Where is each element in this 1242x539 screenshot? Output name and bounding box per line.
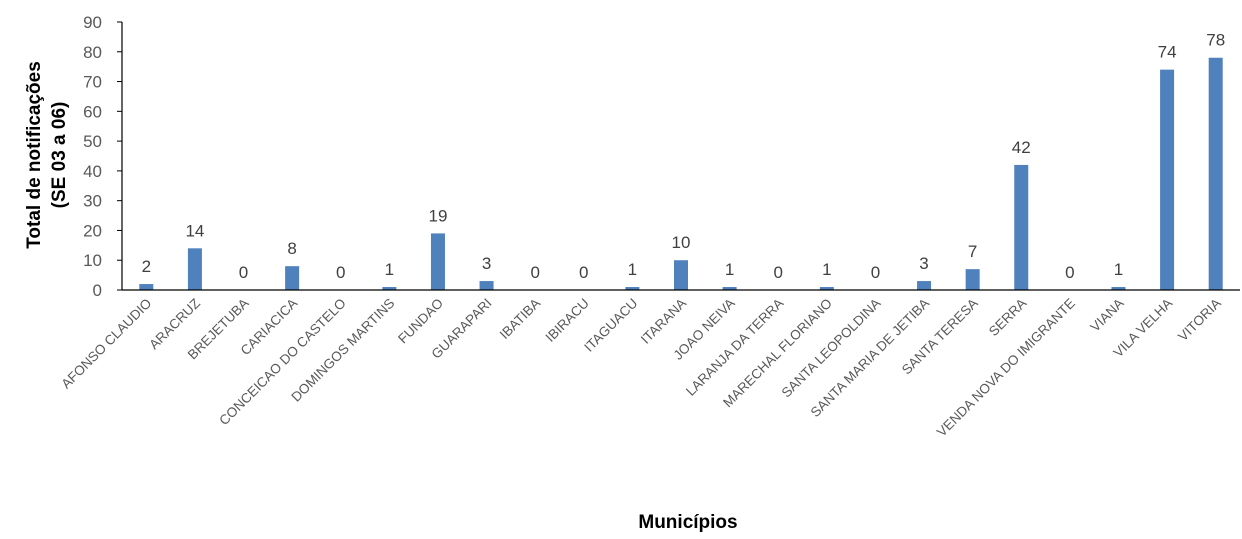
x-axis-title: Municípios	[638, 512, 737, 533]
x-axis: AFONSO CLAUDIOARACRUZBREJETUBACARIACICAC…	[58, 289, 1240, 440]
bar	[722, 287, 737, 290]
bar	[917, 281, 932, 290]
category-label: FUNDAO	[395, 296, 446, 347]
data-label: 0	[239, 263, 248, 282]
category-label: VITORIA	[1175, 296, 1224, 345]
category-label: SERRA	[986, 296, 1029, 339]
bar	[1208, 57, 1223, 290]
bar	[139, 284, 154, 290]
data-label: 1	[725, 260, 734, 279]
y-tick-label: 70	[83, 73, 102, 92]
data-label: 0	[579, 263, 588, 282]
y-tick-label: 30	[83, 192, 102, 211]
y-axis-title-line2: (SE 03 a 06)	[49, 102, 70, 209]
data-label: 1	[1114, 260, 1123, 279]
bar	[819, 287, 834, 290]
bar	[479, 281, 494, 290]
data-label: 19	[428, 206, 447, 225]
data-label: 2	[142, 257, 151, 276]
y-tick-label: 80	[83, 43, 102, 62]
data-label: 74	[1158, 43, 1177, 62]
category-label: AFONSO CLAUDIO	[58, 296, 154, 392]
y-tick-label: 0	[93, 281, 102, 300]
data-label: 8	[287, 239, 296, 258]
data-label: 0	[336, 263, 345, 282]
y-tick-label: 20	[83, 221, 102, 240]
data-label: 78	[1206, 31, 1225, 50]
data-label: 1	[822, 260, 831, 279]
y-tick-label: 90	[83, 13, 102, 32]
category-label: IBATIBA	[497, 296, 544, 343]
bar	[187, 248, 202, 290]
category-label: LARANJA DA TERRA	[683, 296, 786, 399]
data-label: 0	[530, 263, 539, 282]
data-label: 42	[1012, 138, 1031, 157]
bar	[965, 269, 980, 290]
category-label: ITARANA	[638, 296, 689, 347]
data-label: 10	[672, 233, 691, 252]
data-label: 7	[968, 242, 977, 261]
bar	[430, 233, 445, 290]
bar	[674, 260, 688, 290]
y-tick-label: 10	[83, 251, 102, 270]
data-label: 3	[482, 254, 491, 273]
data-label: 0	[1065, 263, 1074, 282]
bar	[625, 287, 640, 290]
data-label: 1	[628, 260, 637, 279]
y-axis-title-line1: Total de notificações	[24, 61, 45, 249]
data-label: 14	[185, 221, 204, 240]
bar	[1160, 69, 1175, 291]
bar	[285, 266, 300, 290]
data-label: 3	[919, 254, 928, 273]
bar	[1014, 164, 1029, 290]
bar	[382, 287, 397, 290]
y-tick-label: 40	[83, 162, 102, 181]
y-tick-label: 50	[83, 132, 102, 151]
y-axis: 0 10 20 30 40 50 60 70 80 90	[83, 13, 123, 300]
data-label: 1	[385, 260, 394, 279]
category-label: VIANA	[1087, 296, 1126, 335]
category-label: IBIRACU	[543, 296, 592, 345]
y-tick-label: 60	[83, 102, 102, 121]
data-label: 0	[773, 263, 782, 282]
bar	[1111, 287, 1126, 290]
data-label: 0	[871, 263, 880, 282]
